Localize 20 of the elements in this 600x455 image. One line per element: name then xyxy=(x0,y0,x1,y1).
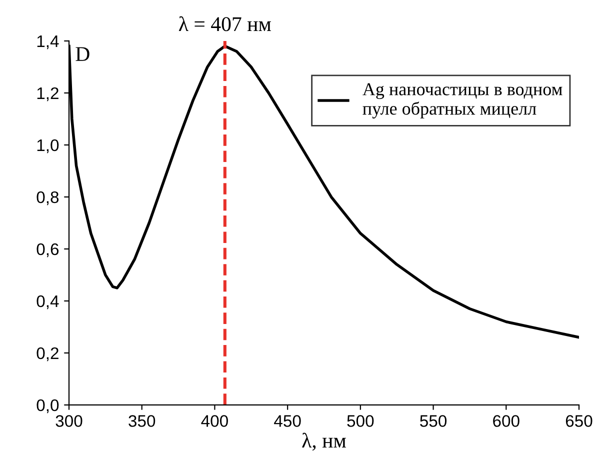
y-tick-label: 0,6 xyxy=(36,243,59,258)
x-tick-label: 550 xyxy=(420,415,447,427)
y-tick-label: 1,2 xyxy=(37,87,58,102)
y-tick-label: 1,0 xyxy=(37,139,59,154)
x-tick-label: 350 xyxy=(128,415,156,427)
ref-line-label: λ = 407 нм xyxy=(178,16,271,32)
y-tick-label: 0,0 xyxy=(36,399,59,414)
x-tick-label: 500 xyxy=(347,415,374,427)
x-tick-label: 450 xyxy=(274,415,301,427)
y-tick-label: 0,4 xyxy=(36,295,59,310)
x-tick-label: 600 xyxy=(493,415,520,427)
y-tick-label: 0,8 xyxy=(36,191,59,206)
x-tick-label: 650 xyxy=(566,415,592,427)
y-axis-title: D xyxy=(76,47,90,61)
y-tick-label: 1,4 xyxy=(37,36,59,50)
x-axis-title: λ, нм xyxy=(302,432,346,451)
y-tick-label: 0,2 xyxy=(36,347,58,362)
legend-label: Ag наночастицы в водном пуле обратных мицелл xyxy=(362,83,562,118)
x-tick-label: 400 xyxy=(201,415,228,427)
x-tick-label: 300 xyxy=(56,415,82,427)
